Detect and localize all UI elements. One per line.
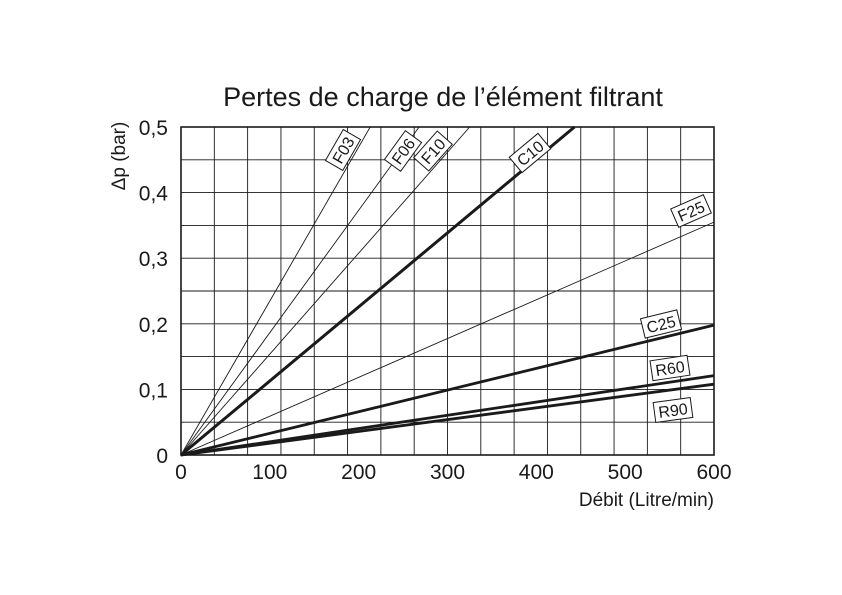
series-labels: F03 F06 F10 C10 F25 C25 R60 R90 (324, 128, 712, 423)
series-label-box (413, 130, 453, 172)
x-tick-label: 0 (175, 461, 187, 484)
x-axis-label: Débit (Litre/min) (579, 490, 714, 511)
series-label-box (508, 132, 552, 174)
x-tick-label: 200 (341, 461, 376, 484)
series-line-c25 (180, 323, 715, 457)
series-line-f03 (180, 126, 371, 456)
series-label-f03: F03 (324, 128, 362, 172)
series-label-box (670, 194, 712, 228)
y-tick-label: 0,2 (139, 314, 168, 337)
series-label-r90: R90 (652, 397, 694, 423)
series-label-c10: C10 (508, 132, 552, 174)
series-label-f06: F06 (383, 130, 423, 172)
series-line-f06 (180, 126, 420, 456)
series-label-text: C25 (645, 314, 678, 337)
y-tick-label: 0,4 (139, 183, 169, 206)
series-label-r60: R60 (649, 354, 691, 382)
series-label-text: R90 (658, 401, 689, 422)
series-label-box (649, 354, 691, 382)
series-label-f10: F10 (413, 130, 453, 172)
series-label-text: R60 (654, 359, 686, 380)
plot-frame (180, 126, 715, 456)
grid (181, 127, 714, 455)
y-tick-label: 0,1 (139, 379, 168, 402)
series-lines (180, 125, 715, 457)
y-tick-label: 0,5 (139, 117, 168, 140)
series-label-c25: C25 (639, 309, 683, 339)
series-label-f25: F25 (670, 194, 712, 228)
x-tick-label: 600 (696, 461, 731, 484)
series-line-r90 (180, 382, 715, 457)
series-label-box (324, 128, 362, 172)
x-tick-labels: 0 100 200 300 400 500 600 (175, 461, 731, 484)
series-label-box (652, 397, 694, 423)
series-label-box (639, 309, 683, 339)
series-line-f25 (180, 221, 715, 456)
x-tick-label: 300 (430, 461, 465, 484)
y-tick-label: 0,3 (139, 248, 168, 271)
y-tick-label: 0 (156, 445, 168, 468)
y-tick-labels: 0 0,1 0,2 0,3 0,4 0,5 (139, 117, 169, 468)
series-label-box (383, 130, 423, 172)
y-axis-label: Δp (bar) (109, 122, 130, 191)
x-tick-label: 400 (519, 461, 554, 484)
series-line-f10 (180, 126, 471, 456)
chart-title: Pertes de charge de l’élément filtrant (223, 82, 663, 112)
series-line-r60 (180, 374, 715, 457)
series-line-c10 (180, 125, 576, 457)
x-tick-label: 100 (252, 461, 287, 484)
x-tick-label: 500 (608, 461, 643, 484)
